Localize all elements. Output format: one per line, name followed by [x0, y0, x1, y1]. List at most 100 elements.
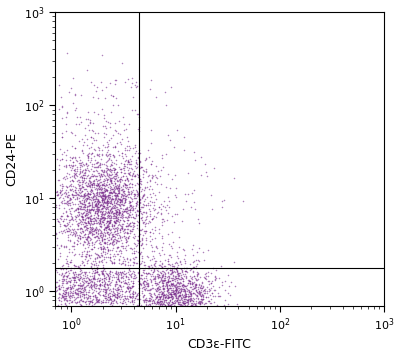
- Point: [64, 234, 71, 240]
- Point: [85, 155, 91, 161]
- Point: [76, 179, 82, 185]
- Point: [97, 186, 103, 192]
- Point: [68, 289, 74, 295]
- Point: [155, 168, 161, 174]
- Point: [124, 189, 131, 195]
- Point: [78, 174, 85, 180]
- Point: [139, 253, 146, 259]
- Point: [200, 285, 206, 290]
- Point: [134, 296, 140, 302]
- Point: [80, 184, 86, 190]
- Point: [114, 215, 120, 221]
- Point: [84, 244, 91, 250]
- Point: [84, 153, 91, 159]
- Point: [68, 85, 74, 90]
- Point: [114, 209, 120, 215]
- Point: [174, 283, 181, 288]
- Point: [181, 298, 187, 304]
- Point: [114, 197, 120, 203]
- Point: [112, 282, 118, 287]
- Point: [95, 177, 101, 182]
- Point: [158, 293, 164, 299]
- Point: [117, 229, 123, 235]
- Point: [126, 204, 132, 210]
- Point: [182, 293, 188, 299]
- Point: [152, 297, 158, 302]
- Point: [152, 300, 158, 306]
- Point: [116, 210, 122, 216]
- Point: [63, 297, 69, 303]
- Point: [172, 291, 178, 297]
- Point: [99, 197, 105, 203]
- Point: [165, 210, 171, 216]
- Point: [114, 294, 120, 300]
- Point: [66, 250, 72, 255]
- Point: [222, 278, 229, 284]
- Point: [103, 270, 110, 276]
- Point: [94, 290, 101, 296]
- Point: [138, 215, 144, 221]
- Point: [142, 155, 149, 161]
- Point: [91, 196, 98, 202]
- Point: [84, 226, 90, 231]
- Point: [196, 298, 202, 303]
- Point: [108, 196, 114, 202]
- Point: [130, 255, 136, 261]
- Point: [142, 297, 149, 303]
- Point: [114, 230, 120, 236]
- Point: [101, 240, 107, 246]
- Point: [160, 216, 166, 222]
- Point: [189, 301, 196, 306]
- Point: [169, 176, 175, 182]
- Point: [99, 280, 106, 285]
- Point: [128, 161, 134, 167]
- Point: [149, 186, 155, 191]
- Point: [64, 260, 70, 266]
- Point: [154, 273, 160, 279]
- Point: [96, 215, 103, 221]
- Point: [166, 282, 172, 288]
- Point: [189, 302, 196, 308]
- Point: [141, 300, 147, 305]
- Point: [102, 239, 108, 245]
- Point: [122, 295, 128, 301]
- Point: [70, 160, 76, 165]
- Point: [92, 276, 98, 282]
- Point: [175, 288, 182, 294]
- Point: [104, 157, 111, 163]
- Point: [81, 175, 88, 181]
- Point: [76, 155, 83, 160]
- Point: [146, 265, 152, 271]
- Point: [127, 202, 133, 208]
- Point: [103, 118, 110, 124]
- Point: [106, 181, 112, 187]
- Point: [68, 259, 74, 265]
- Point: [134, 171, 140, 177]
- Point: [168, 292, 174, 297]
- Point: [192, 263, 199, 269]
- Point: [134, 225, 141, 231]
- Point: [140, 267, 146, 273]
- Point: [83, 236, 90, 242]
- Point: [115, 222, 121, 228]
- Point: [114, 218, 120, 223]
- Point: [121, 190, 127, 195]
- Point: [70, 269, 76, 275]
- Point: [144, 265, 151, 271]
- Point: [119, 226, 126, 231]
- Point: [61, 222, 68, 227]
- Point: [119, 210, 125, 215]
- Point: [112, 183, 118, 189]
- Point: [110, 225, 116, 230]
- Point: [114, 226, 121, 232]
- Point: [120, 195, 126, 201]
- Point: [98, 224, 104, 230]
- Point: [94, 251, 100, 257]
- Point: [118, 284, 124, 290]
- Point: [102, 223, 108, 229]
- Point: [70, 274, 77, 280]
- Point: [97, 239, 103, 245]
- Point: [179, 292, 186, 298]
- Point: [100, 297, 106, 303]
- Point: [103, 288, 109, 294]
